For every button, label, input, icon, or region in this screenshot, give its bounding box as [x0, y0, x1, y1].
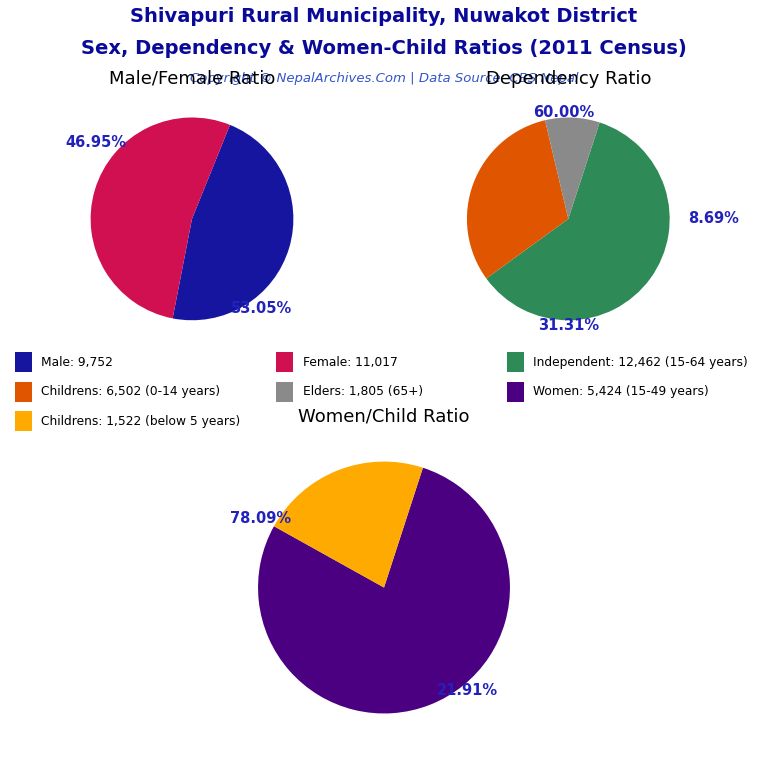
Wedge shape — [545, 118, 600, 219]
Title: Male/Female Ratio: Male/Female Ratio — [109, 70, 275, 88]
Wedge shape — [486, 122, 670, 320]
Bar — [15, 411, 32, 432]
Text: 8.69%: 8.69% — [688, 211, 739, 227]
Text: Shivapuri Rural Municipality, Nuwakot District: Shivapuri Rural Municipality, Nuwakot Di… — [131, 8, 637, 26]
Wedge shape — [173, 125, 293, 320]
Bar — [276, 382, 293, 402]
Title: Dependency Ratio: Dependency Ratio — [485, 70, 651, 88]
Text: Childrens: 1,522 (below 5 years): Childrens: 1,522 (below 5 years) — [41, 415, 240, 428]
Text: 60.00%: 60.00% — [533, 105, 594, 120]
Text: Female: 11,017: Female: 11,017 — [303, 356, 397, 369]
Wedge shape — [467, 121, 568, 279]
Text: Elders: 1,805 (65+): Elders: 1,805 (65+) — [303, 386, 422, 398]
Text: Sex, Dependency & Women-Child Ratios (2011 Census): Sex, Dependency & Women-Child Ratios (20… — [81, 38, 687, 58]
Title: Women/Child Ratio: Women/Child Ratio — [298, 408, 470, 425]
Wedge shape — [91, 118, 230, 319]
Bar — [507, 382, 524, 402]
Text: 21.91%: 21.91% — [437, 684, 498, 698]
Text: Childrens: 6,502 (0-14 years): Childrens: 6,502 (0-14 years) — [41, 386, 220, 398]
Text: 78.09%: 78.09% — [230, 511, 292, 526]
Bar — [507, 352, 524, 372]
Wedge shape — [258, 468, 510, 713]
Wedge shape — [274, 462, 423, 588]
Bar — [15, 352, 32, 372]
Text: 31.31%: 31.31% — [538, 318, 599, 333]
Bar — [276, 352, 293, 372]
Text: 46.95%: 46.95% — [65, 135, 126, 151]
Text: Women: 5,424 (15-49 years): Women: 5,424 (15-49 years) — [533, 386, 709, 398]
Bar — [15, 382, 32, 402]
Text: Male: 9,752: Male: 9,752 — [41, 356, 114, 369]
Text: 53.05%: 53.05% — [230, 300, 292, 316]
Text: Copyright © NepalArchives.Com | Data Source: CBS Nepal: Copyright © NepalArchives.Com | Data Sou… — [190, 72, 578, 85]
Text: Independent: 12,462 (15-64 years): Independent: 12,462 (15-64 years) — [533, 356, 748, 369]
